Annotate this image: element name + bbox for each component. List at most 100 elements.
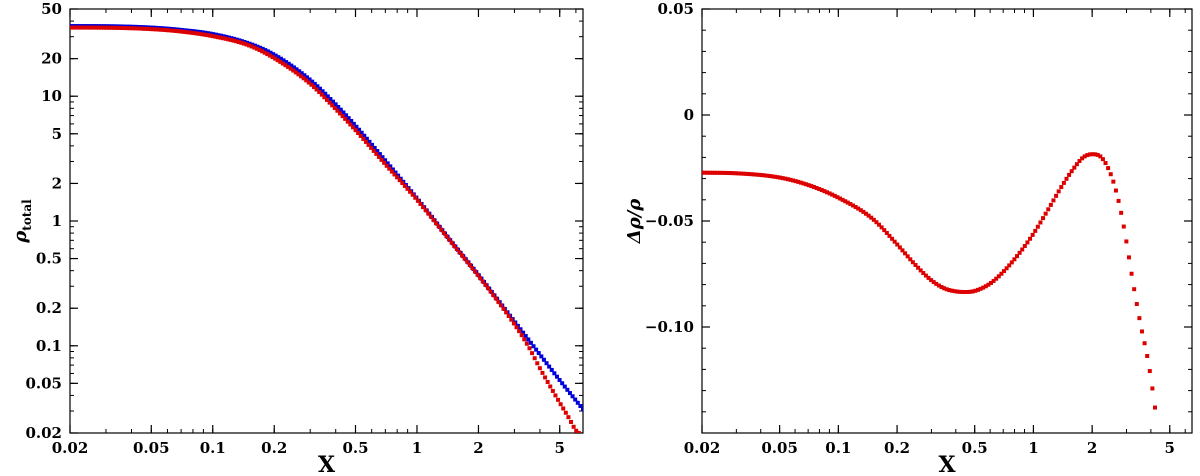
data-point [1106, 166, 1111, 171]
data-point [549, 367, 554, 372]
data-point [871, 217, 876, 222]
data-point [514, 325, 519, 330]
x-tick-label: 0.1 [825, 439, 851, 457]
data-point [545, 379, 550, 384]
data-point [127, 26, 132, 31]
data-point [939, 284, 944, 289]
data-point [511, 321, 516, 326]
y-tick-label: 0 [684, 106, 694, 124]
y-tick-label: −0.05 [645, 212, 694, 230]
data-point [535, 361, 540, 366]
data-point [325, 94, 330, 99]
data-point [913, 263, 918, 268]
data-point [267, 53, 272, 58]
data-point [775, 175, 780, 180]
x-tick-label: 1 [412, 439, 422, 457]
data-point [485, 286, 490, 291]
data-point [553, 393, 558, 398]
data-point [1153, 405, 1158, 410]
data-point [208, 33, 213, 38]
data-point [843, 199, 848, 204]
data-point [1020, 247, 1025, 252]
data-point [249, 44, 254, 49]
data-point [350, 125, 355, 130]
data-point [151, 27, 156, 32]
data-point [270, 55, 275, 60]
data-point [286, 64, 291, 69]
y-axis-label-main: ρ [10, 230, 31, 244]
data-point [70, 25, 75, 30]
data-point [861, 209, 866, 214]
data-point [122, 26, 127, 31]
data-point [239, 40, 244, 45]
data-point [1093, 152, 1098, 157]
data-point [319, 92, 324, 97]
data-point [257, 47, 262, 52]
data-point [289, 63, 294, 68]
data-point [543, 375, 548, 380]
data-point [434, 221, 439, 226]
data-point [338, 107, 343, 112]
data-point [965, 289, 970, 294]
y-axis-label: ρtotal [10, 199, 34, 244]
data-point [315, 84, 320, 89]
data-point [705, 170, 710, 175]
data-point [336, 104, 341, 109]
data-point [302, 73, 307, 78]
data-point [1111, 179, 1116, 184]
data-point [905, 254, 910, 259]
data-point [331, 99, 336, 104]
data-point [421, 205, 426, 210]
y-tick-label: 0.2 [36, 299, 62, 317]
data-point [109, 25, 114, 30]
data-point [1090, 152, 1095, 157]
data-point [200, 32, 205, 37]
data-point [389, 169, 394, 174]
data-point [491, 292, 496, 297]
data-point [759, 173, 764, 178]
data-point [75, 25, 80, 30]
data-point [291, 65, 296, 70]
data-point [1069, 169, 1074, 174]
data-point [574, 428, 579, 433]
data-point [1134, 302, 1139, 307]
data-point [942, 286, 947, 291]
data-point [1082, 154, 1087, 159]
data-point [312, 85, 317, 90]
x-tick-label: 0.05 [133, 439, 170, 457]
data-point [258, 45, 263, 50]
data-point [1022, 244, 1027, 249]
y-tick-label: 0.5 [36, 250, 62, 268]
data-point [1048, 202, 1053, 207]
data-point [358, 133, 363, 138]
data-point [785, 177, 790, 182]
data-point [156, 27, 161, 32]
data-point [271, 52, 276, 57]
x-tick-label: 0.2 [884, 439, 910, 457]
data-point [332, 106, 337, 111]
data-point [903, 251, 908, 256]
data-point [1142, 341, 1147, 346]
data-point [388, 164, 393, 169]
data-point [192, 31, 197, 36]
data-point [879, 225, 884, 230]
data-point [1025, 240, 1030, 245]
data-point [541, 357, 546, 362]
data-point [265, 52, 270, 57]
data-point [306, 80, 311, 85]
data-point [262, 50, 267, 55]
data-point [1116, 198, 1121, 203]
data-point [540, 370, 545, 375]
data-point [519, 333, 524, 338]
data-point [563, 410, 568, 415]
x-tick-label: 0.2 [261, 439, 287, 457]
data-point [408, 189, 413, 194]
data-point [337, 111, 342, 116]
data-point [104, 25, 109, 30]
data-point [962, 290, 967, 295]
data-point [864, 211, 869, 216]
data-point [869, 215, 874, 220]
data-point [1124, 239, 1129, 244]
data-point [184, 30, 189, 35]
data-point [822, 189, 827, 194]
